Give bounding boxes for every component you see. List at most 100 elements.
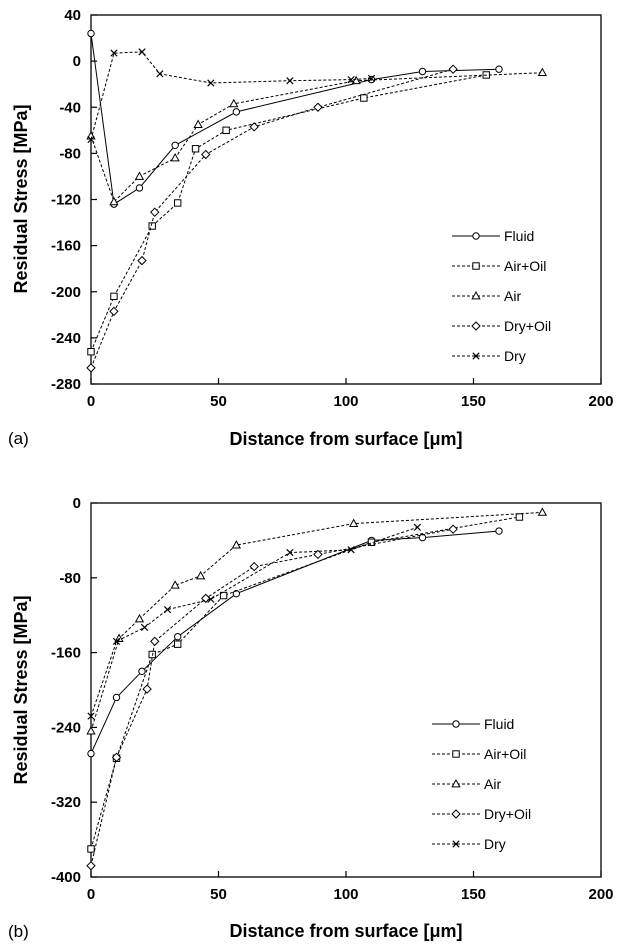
series-fluid — [87, 29, 503, 208]
chart-panel-b: Distance from surface [μm] Residual Stre… — [8, 495, 614, 941]
data-point-square — [515, 513, 524, 521]
data-point-diamond — [86, 363, 96, 373]
legend-item: Dry — [432, 836, 506, 852]
legend-label: Dry+Oil — [484, 806, 531, 822]
legend-item: Dry+Oil — [452, 318, 551, 334]
legend-label: Air+Oil — [504, 258, 546, 274]
x-tick-label: 0 — [87, 886, 95, 903]
data-point-diamond — [448, 64, 458, 74]
data-point-circle — [135, 184, 144, 192]
legend-item: Dry+Oil — [432, 806, 531, 822]
legend: Fluid Air+Oil Air Dry+Oil Dry — [452, 228, 551, 364]
data-point-triangle — [537, 67, 547, 77]
data-point-diamond — [201, 149, 211, 160]
y-tick-label: -240 — [51, 330, 81, 347]
data-point-cross — [112, 637, 121, 646]
x-axis-title: Distance from surface [μm] — [229, 921, 462, 941]
data-point-diamond — [313, 102, 323, 112]
x-axis-title: Distance from surface [μm] — [229, 429, 462, 449]
legend-item: Air+Oil — [452, 258, 546, 274]
data-point-circle — [171, 141, 179, 150]
data-point-circle — [87, 29, 95, 38]
data-point-square — [174, 640, 182, 648]
data-point-circle — [495, 527, 503, 535]
x-tick-label: 100 — [333, 393, 358, 410]
legend-marker-cross — [472, 352, 480, 360]
series-layer — [86, 29, 547, 373]
data-point-triangle — [537, 507, 547, 516]
series-line — [90, 33, 500, 205]
legend-label: Dry — [504, 348, 526, 364]
data-point-diamond — [249, 561, 259, 572]
data-point-diamond — [137, 255, 147, 266]
data-point-square — [110, 292, 118, 301]
data-point-square — [87, 348, 95, 356]
legend-item: Fluid — [452, 228, 534, 244]
legend-label: Air — [504, 288, 521, 304]
data-point-diamond — [142, 684, 152, 694]
data-point-cross — [140, 623, 149, 631]
data-point-cross — [207, 79, 215, 87]
y-tick-label: 0 — [73, 495, 81, 512]
legend-marker-square — [452, 750, 460, 758]
x-tick-label: 150 — [461, 393, 486, 410]
legend-label: Dry — [484, 836, 506, 852]
legend-marker-triangle — [471, 290, 481, 300]
series-air-plus-oil — [87, 71, 490, 356]
y-tick-label: -40 — [59, 99, 81, 116]
series-line — [90, 530, 500, 754]
data-point-cross — [347, 546, 355, 554]
data-point-cross — [87, 135, 95, 144]
legend-item: Air — [432, 776, 501, 792]
data-point-circle — [495, 65, 503, 73]
data-point-triangle — [170, 580, 180, 589]
series-line — [90, 68, 454, 369]
data-point-triangle — [351, 75, 361, 85]
series-air — [86, 67, 547, 206]
legend-label: Fluid — [504, 228, 534, 244]
data-point-triangle — [231, 540, 241, 549]
y-tick-label: -280 — [51, 376, 81, 393]
legend-marker-square — [472, 262, 480, 270]
y-axis-title: Residual Stress [MPa] — [11, 595, 31, 784]
data-point-triangle — [134, 171, 145, 180]
y-tick-label: -200 — [51, 284, 81, 301]
data-point-cross — [367, 74, 376, 83]
legend-marker-triangle — [451, 778, 461, 788]
y-tick-label: -240 — [51, 719, 81, 736]
y-axis-title: Residual Stress [MPa] — [11, 104, 31, 293]
data-point-triangle — [196, 570, 206, 580]
x-tick-label: 200 — [588, 886, 613, 903]
series-line — [90, 72, 543, 203]
y-tick-label: -80 — [59, 145, 81, 162]
data-point-diamond — [249, 122, 259, 132]
data-point-circle — [418, 67, 427, 76]
legend-marker-diamond — [451, 809, 461, 819]
data-point-diamond — [150, 636, 160, 647]
data-point-cross — [87, 712, 95, 720]
panel-label: (a) — [8, 429, 29, 448]
y-tick-label: 40 — [64, 7, 81, 24]
y-tick-label: -80 — [59, 570, 81, 587]
legend-item: Dry — [452, 348, 526, 364]
series-dry-plus-oil — [86, 64, 458, 373]
data-point-circle — [174, 633, 182, 641]
tick-layer: 0 50 100 150 200 0 -80 -160 -240 -320 -400 — [51, 495, 614, 903]
data-point-diamond — [150, 207, 160, 217]
data-point-triangle — [134, 613, 145, 623]
data-point-cross — [286, 548, 294, 557]
legend-marker-circle — [452, 720, 460, 728]
data-point-cross — [207, 595, 215, 603]
legend-marker-circle — [472, 232, 480, 240]
series-air — [86, 507, 547, 735]
x-tick-label: 100 — [333, 886, 358, 903]
data-point-square — [360, 94, 368, 102]
data-point-square — [222, 126, 230, 135]
x-tick-label: 0 — [87, 393, 95, 410]
y-tick-label: 0 — [73, 53, 81, 70]
data-point-circle — [232, 108, 241, 116]
series-line — [90, 51, 372, 140]
data-point-diamond — [313, 549, 323, 560]
legend-label: Air — [484, 776, 501, 792]
